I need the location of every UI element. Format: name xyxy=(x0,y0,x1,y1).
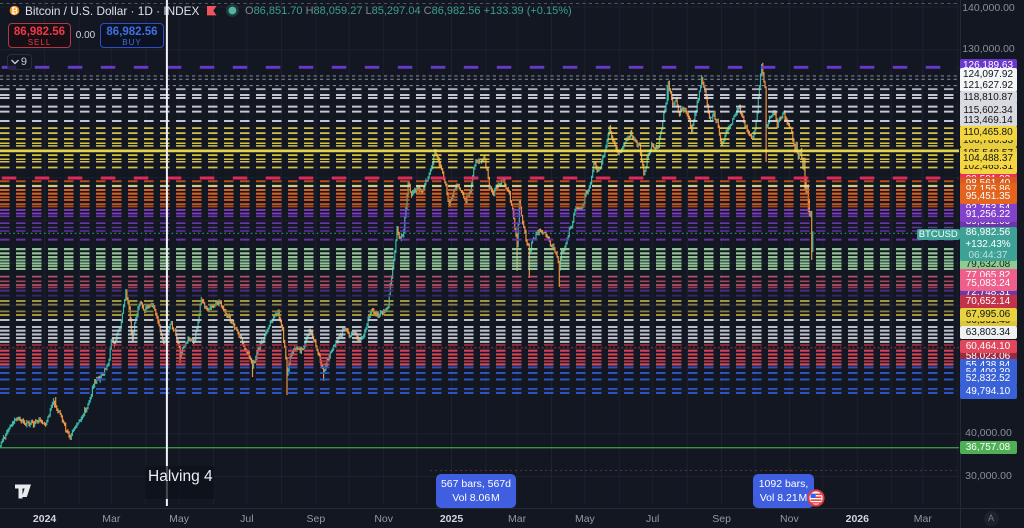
svg-text:₿: ₿ xyxy=(11,6,18,16)
